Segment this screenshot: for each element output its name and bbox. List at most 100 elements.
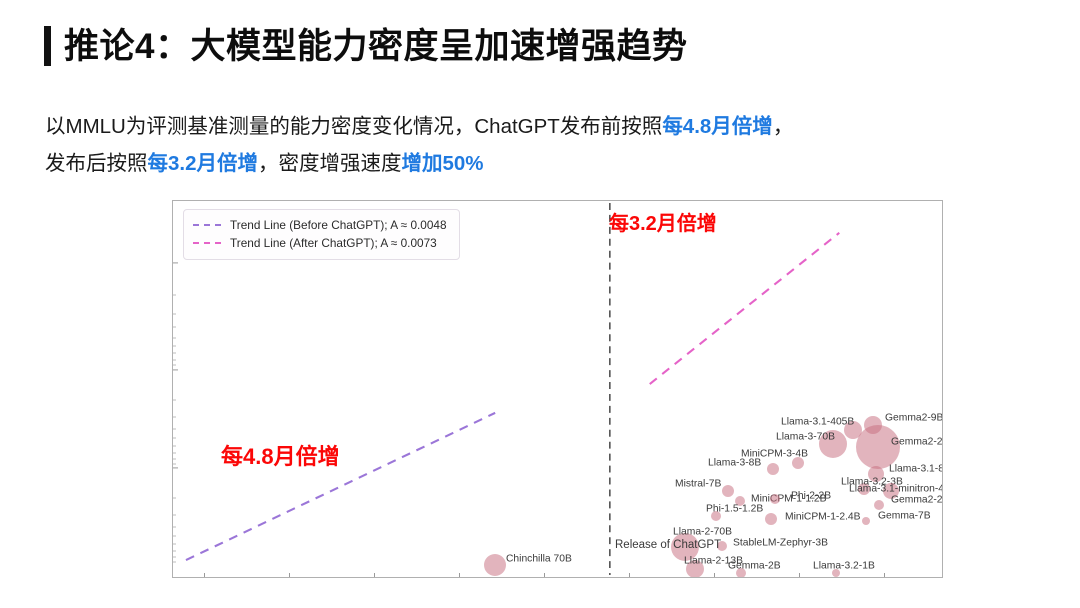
data-point-label: Gemma2-27B xyxy=(891,436,942,448)
data-point-label: Gemma-2B xyxy=(728,560,781,572)
plot-area: Capability Density 10⁰10⁻¹10⁻² 2020-0720… xyxy=(173,201,942,577)
data-point-label: Gemma2-9B xyxy=(885,412,942,424)
data-point-label: Llama-3.2-1B xyxy=(813,560,875,572)
legend-dash-icon xyxy=(193,224,221,227)
y-tick-minor-mark xyxy=(173,364,176,366)
data-point-label: MiniCPM-1-1.2B xyxy=(751,493,827,505)
y-tick-minor-mark xyxy=(173,543,176,545)
y-tick-minor-mark xyxy=(173,445,176,447)
chart-legend: Trend Line (Before ChatGPT); A ≈ 0.0048 T… xyxy=(183,209,460,260)
x-tick-mark xyxy=(289,573,291,577)
legend-item-1: Trend Line (After ChatGPT); A ≈ 0.0073 xyxy=(193,234,447,252)
data-point-label: MiniCPM-1-2.4B xyxy=(785,511,861,523)
data-point-bubble[interactable] xyxy=(862,517,870,525)
subtitle-line1-text-a: 以MMLU为评测基准测量的能力密度变化情况，ChatGPT发布前按照 xyxy=(45,115,663,138)
data-point-label: Mistral-7B xyxy=(675,478,722,490)
legend-item-label: Trend Line (After ChatGPT); A ≈ 0.0073 xyxy=(230,236,437,251)
y-tick-minor-mark xyxy=(173,526,176,528)
y-tick-minor-mark xyxy=(173,326,176,328)
data-point-bubble[interactable] xyxy=(874,500,884,510)
data-point-label: Llama-2-13B xyxy=(684,555,743,567)
data-point-label: Phi-1.5-1.2B xyxy=(706,503,764,515)
x-tick-mark xyxy=(204,573,206,577)
data-point-label: Llama-3-8B xyxy=(708,457,762,469)
y-tick-minor-mark xyxy=(173,514,176,516)
data-point-bubble[interactable] xyxy=(711,511,721,521)
y-tick-mark xyxy=(173,369,178,371)
y-tick-minor-mark xyxy=(173,428,176,430)
x-tick-mark xyxy=(544,573,546,577)
data-point-bubble[interactable] xyxy=(735,496,745,506)
page-title-row: 推论4：大模型能力密度呈加速增强趋势 xyxy=(44,26,687,66)
y-tick-minor-mark xyxy=(173,497,176,498)
subtitle-line2-text-b: ，密度增强速度 xyxy=(258,152,402,176)
annotation-before-chatgpt: 每4.8月倍增 xyxy=(221,444,340,469)
data-point-label: Chinchilla 70B xyxy=(506,553,572,565)
data-point-label: StableLM-Zephyr-3B xyxy=(733,537,828,549)
data-point-bubble[interactable] xyxy=(770,494,780,504)
y-tick-minor-mark xyxy=(173,337,176,339)
data-point-bubble[interactable] xyxy=(722,485,734,497)
y-tick-minor-mark xyxy=(173,452,176,454)
data-point-label: Llama-3-70B xyxy=(776,431,835,443)
subtitle-line-1: 以MMLU为评测基准测量的能力密度变化情况，ChatGPT发布前按照每4.8月倍… xyxy=(45,108,1045,145)
annotation-after-chatgpt: 每3.2月倍增 xyxy=(609,213,717,235)
data-point-bubble[interactable] xyxy=(765,513,777,525)
data-point-bubble[interactable] xyxy=(819,430,847,458)
x-tick-mark xyxy=(629,573,631,577)
data-point-bubble[interactable] xyxy=(868,466,884,482)
page-title: 推论4：大模型能力密度呈加速增强趋势 xyxy=(64,26,688,66)
y-tick-minor-mark xyxy=(173,556,176,557)
subtitle-line2-text-a: 发布后按照 xyxy=(45,152,148,176)
subtitle: 以MMLU为评测基准测量的能力密度变化情况，ChatGPT发布前按照每4.8月倍… xyxy=(45,108,1045,183)
trend-lines-layer xyxy=(185,202,840,576)
data-point-bubble[interactable] xyxy=(844,421,862,439)
y-tick-minor-mark xyxy=(173,313,176,315)
data-point-bubble[interactable] xyxy=(671,533,699,561)
y-tick-minor-mark xyxy=(173,416,176,418)
trend-line-after-chatgpt xyxy=(649,232,840,385)
y-tick-minor-mark xyxy=(173,399,176,400)
y-tick-mark xyxy=(173,467,178,469)
data-point-bubble[interactable] xyxy=(686,560,704,577)
data-point-bubble[interactable] xyxy=(883,483,899,499)
y-tick-minor-mark xyxy=(173,535,176,537)
data-point-label: Llama-2-70B xyxy=(673,526,732,538)
data-point-bubble[interactable] xyxy=(736,568,746,577)
data-point-label: Llama-3.2-3B xyxy=(841,476,903,488)
y-tick-minor-mark xyxy=(173,458,176,459)
legend-item-label: Trend Line (Before ChatGPT); A ≈ 0.0048 xyxy=(230,218,447,232)
data-point-bubble[interactable] xyxy=(717,541,727,551)
subtitle-highlight-after: 每3.2月倍增 xyxy=(147,152,259,176)
capability-density-chart: Capability Density 10⁰10⁻¹10⁻² 2020-0720… xyxy=(172,200,943,578)
subtitle-line-2: 发布后按照每3.2月倍增，密度增强速度增加50% xyxy=(45,145,1045,182)
data-point-bubble[interactable] xyxy=(484,554,506,576)
x-tick-mark xyxy=(459,573,461,577)
trend-line-before-chatgpt xyxy=(185,411,496,562)
data-point-label: Llama-3.1-8B xyxy=(889,463,942,475)
x-tick-mark xyxy=(799,573,801,577)
x-tick-mark xyxy=(374,573,376,577)
data-point-bubble[interactable] xyxy=(856,425,900,469)
y-tick-minor-mark xyxy=(173,359,176,361)
legend-item-0: Trend Line (Before ChatGPT); A ≈ 0.0048 xyxy=(193,216,447,234)
subtitle-highlight-increase: 增加50% xyxy=(401,152,484,176)
subtitle-line1-text-b: ， xyxy=(772,115,794,138)
data-point-label: Llama-3.1-405B xyxy=(781,416,855,428)
data-point-bubble[interactable] xyxy=(767,463,779,475)
data-point-label: MiniCPM-3-4B xyxy=(741,448,808,460)
y-tick-minor-mark xyxy=(173,352,176,354)
y-tick-mark xyxy=(173,262,178,264)
y-tick-minor-mark xyxy=(173,550,176,552)
y-tick-minor-mark xyxy=(173,345,176,347)
data-point-label: Gemma-7B xyxy=(878,510,931,522)
data-point-bubble[interactable] xyxy=(832,569,840,577)
x-tick-mark xyxy=(884,573,886,577)
data-point-bubble[interactable] xyxy=(858,483,870,495)
data-point-label: Gemma2-2B xyxy=(891,494,942,506)
y-tick-minor-mark xyxy=(173,561,176,563)
subtitle-highlight-before: 每4.8月倍增 xyxy=(662,115,773,138)
data-point-bubble[interactable] xyxy=(792,457,804,469)
y-tick-minor-mark xyxy=(173,437,176,439)
